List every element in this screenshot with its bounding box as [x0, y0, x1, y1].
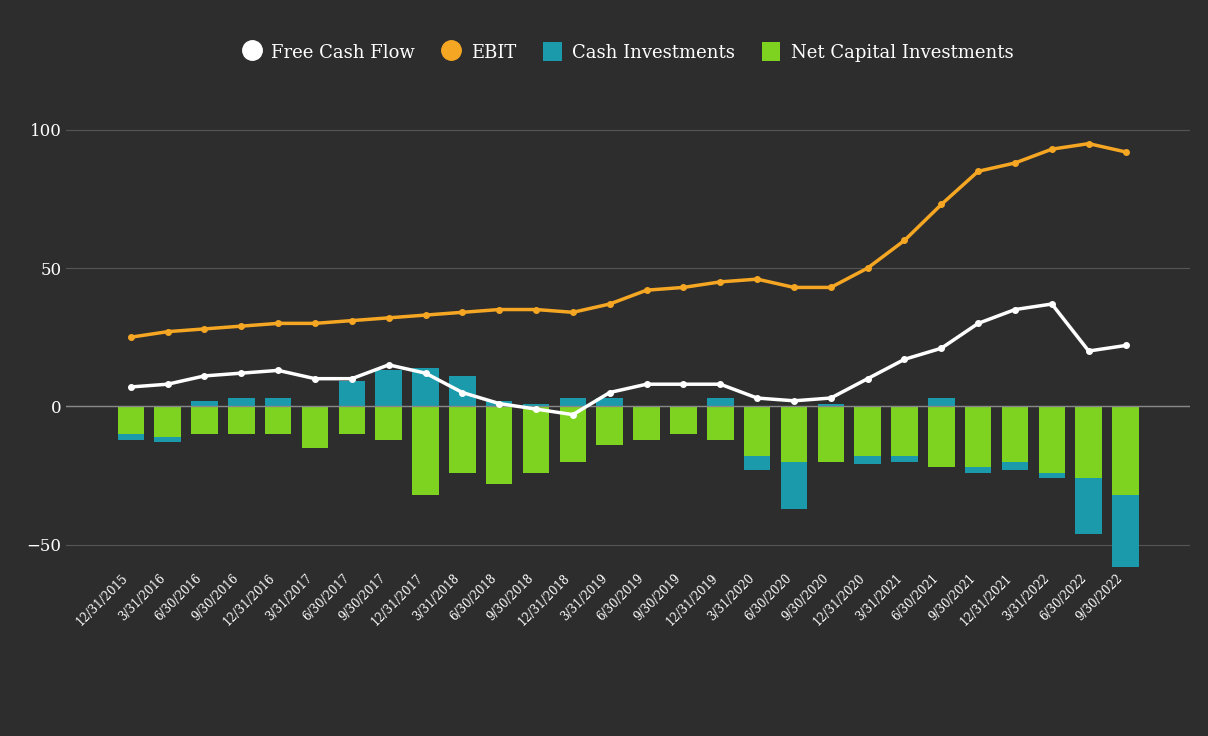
Bar	[523, 406, 550, 473]
Bar	[155, 436, 181, 442]
Bar	[302, 406, 329, 447]
Bar	[265, 406, 291, 434]
Bar	[1039, 473, 1065, 478]
Bar	[228, 398, 255, 406]
Bar	[559, 398, 586, 406]
Bar	[780, 461, 807, 509]
Bar	[597, 398, 623, 406]
Bar	[559, 406, 586, 461]
Bar	[1001, 461, 1028, 470]
Bar	[338, 406, 365, 434]
Bar	[818, 406, 844, 461]
Bar	[670, 406, 697, 434]
Bar	[449, 376, 476, 406]
Bar	[818, 403, 844, 406]
Bar	[265, 398, 291, 406]
Bar	[191, 406, 217, 434]
Bar	[707, 406, 733, 439]
Bar	[892, 406, 918, 456]
Bar	[744, 456, 771, 470]
Bar	[928, 398, 954, 406]
Bar	[155, 406, 181, 436]
Bar	[928, 406, 954, 467]
Bar	[117, 434, 144, 439]
Bar	[633, 406, 660, 439]
Bar	[412, 367, 439, 406]
Bar	[338, 381, 365, 406]
Bar	[449, 406, 476, 473]
Bar	[376, 406, 402, 439]
Bar	[117, 406, 144, 434]
Bar	[1113, 406, 1139, 495]
Bar	[854, 406, 881, 456]
Legend: Free Cash Flow, EBIT, Cash Investments, Net Capital Investments: Free Cash Flow, EBIT, Cash Investments, …	[236, 35, 1021, 69]
Bar	[1075, 478, 1102, 534]
Bar	[486, 401, 512, 406]
Bar	[707, 398, 733, 406]
Bar	[1113, 495, 1139, 573]
Bar	[523, 403, 550, 406]
Bar	[486, 406, 512, 484]
Bar	[780, 406, 807, 461]
Bar	[854, 456, 881, 464]
Bar	[1039, 406, 1065, 473]
Bar	[412, 406, 439, 495]
Bar	[965, 467, 992, 473]
Bar	[191, 401, 217, 406]
Bar	[1075, 406, 1102, 478]
Bar	[892, 456, 918, 461]
Bar	[744, 406, 771, 456]
Bar	[1001, 406, 1028, 461]
Bar	[376, 370, 402, 406]
Bar	[228, 406, 255, 434]
Bar	[965, 406, 992, 467]
Bar	[597, 406, 623, 445]
